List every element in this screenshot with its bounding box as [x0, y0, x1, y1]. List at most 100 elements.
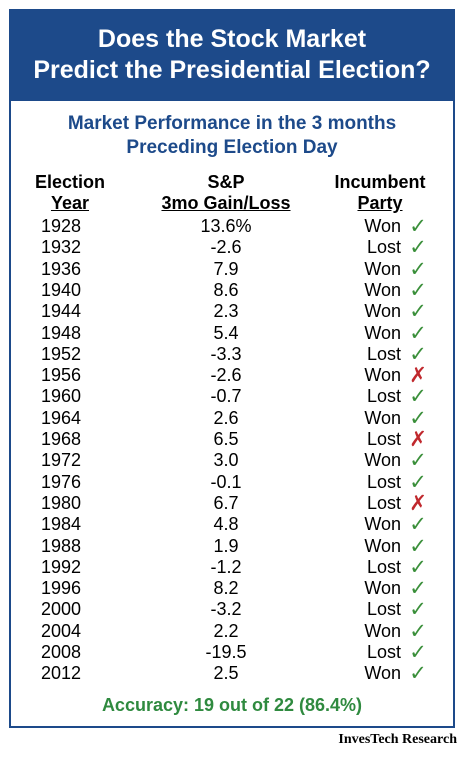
cell-election-year: 2012 [41, 663, 82, 684]
cell-incumbent-result: Won [364, 365, 401, 386]
cell-election-year: 1996 [41, 578, 82, 599]
cell-election-year: 1932 [41, 237, 82, 258]
table-row: 1988 1.9 Won ✓ [11, 536, 453, 557]
checkmark-icon: ✓ [409, 257, 427, 281]
cell-incumbent-result: Lost [366, 237, 401, 258]
cell-incumbent-result: Won [364, 620, 401, 641]
subtitle-line-1: Market Performance in the 3 months [67, 113, 397, 134]
cell-election-year: 1956 [41, 365, 82, 386]
cell-election-year: 1960 [41, 386, 82, 407]
table-row: 1980 6.7 Lost ✗ [11, 493, 453, 514]
cell-sp-change: 8.6 [213, 279, 239, 300]
table-row: 1960 -0.7 Lost ✓ [11, 386, 453, 407]
source-credit: InvesTech Research [338, 732, 457, 747]
header-year-line-1: Election [35, 172, 106, 192]
checkmark-icon: ✓ [409, 278, 427, 302]
chart-subtitle: Market Performance in the 3 months Prece… [11, 112, 453, 160]
cell-incumbent-result: Lost [366, 471, 401, 492]
header-sp-line-1: S&P [207, 172, 245, 192]
cell-incumbent-result: Lost [366, 386, 401, 407]
cell-sp-change: 6.5 [213, 429, 239, 449]
cell-incumbent-result: Won [364, 301, 401, 322]
header-party-line-2: Party [357, 193, 403, 213]
header-year-line-2: Year [50, 193, 90, 213]
checkmark-icon: ✓ [409, 513, 427, 537]
table-row: 2004 2.2 Won ✓ [11, 621, 453, 642]
cell-election-year: 2004 [41, 620, 82, 641]
checkmark-icon: ✓ [409, 321, 427, 345]
cell-sp-change: 2.2 [213, 620, 239, 641]
cell-sp-change: 2.5 [213, 663, 239, 684]
cell-sp-change: -3.2 [210, 599, 242, 620]
cell-incumbent-result: Won [364, 663, 401, 684]
table-row: 1972 3.0 Won ✓ [11, 450, 453, 471]
table-row: 1968 6.5 Lost ✗ [11, 429, 453, 450]
cell-incumbent-result: Lost [366, 343, 401, 364]
table-row: 2000 -3.2 Lost ✓ [11, 599, 453, 620]
cell-election-year: 2008 [41, 642, 82, 662]
checkmark-icon: ✓ [409, 534, 427, 558]
table-row: 2012 2.5 Won ✓ [11, 663, 453, 684]
header-party-line-1: Incumbent [334, 172, 426, 192]
checkmark-icon: ✓ [409, 449, 427, 473]
checkmark-icon: ✓ [409, 385, 427, 409]
cell-sp-change: 8.2 [213, 578, 239, 599]
header-sp-line-2: 3mo Gain/Loss [161, 193, 291, 213]
table-row: 1944 2.3 Won ✓ [11, 301, 453, 322]
cell-incumbent-result: Lost [366, 556, 401, 577]
checkmark-icon: ✓ [409, 406, 427, 430]
cell-election-year: 1928 [41, 216, 82, 236]
chart-title-line-1: Does the Stock Market [97, 25, 367, 53]
checkmark-icon: ✓ [409, 215, 427, 238]
cell-sp-change: 1.9 [213, 535, 239, 556]
checkmark-icon: ✓ [409, 577, 427, 601]
chart-frame: Does the Stock Market Predict the Presid… [9, 9, 455, 728]
cell-sp-change: 2.3 [213, 301, 239, 322]
cell-incumbent-result: Lost [366, 492, 401, 513]
cell-incumbent-result: Won [364, 279, 401, 300]
checkmark-icon: ✓ [409, 641, 427, 664]
cell-sp-change: 13.6% [200, 216, 252, 236]
cell-election-year: 1968 [41, 429, 82, 449]
cell-election-year: 1948 [41, 322, 82, 343]
cell-incumbent-result: Won [364, 322, 401, 343]
cell-sp-change: -0.1 [210, 471, 242, 492]
cell-election-year: 1972 [41, 450, 82, 471]
cell-sp-change: -0.7 [210, 386, 242, 407]
cell-incumbent-result: Won [364, 258, 401, 279]
cell-sp-change: -2.6 [210, 365, 242, 386]
cell-election-year: 1964 [41, 407, 82, 428]
column-header-year: Election Year [35, 172, 105, 214]
table-row: 1936 7.9 Won ✓ [11, 259, 453, 280]
cell-election-year: 1936 [41, 258, 82, 279]
cell-sp-change: -19.5 [205, 642, 247, 662]
cell-sp-change: -2.6 [210, 237, 242, 258]
x-mark-icon: ✗ [409, 364, 427, 388]
table-row: 1948 5.4 Won ✓ [11, 323, 453, 344]
cell-incumbent-result: Won [364, 407, 401, 428]
table-row: 1984 4.8 Won ✓ [11, 514, 453, 535]
table-row: 2008 -19.5 Lost ✓ [11, 642, 453, 663]
cell-election-year: 2000 [41, 599, 82, 620]
cell-incumbent-result: Won [364, 578, 401, 599]
checkmark-icon: ✓ [409, 555, 427, 579]
checkmark-icon: ✓ [409, 598, 427, 622]
x-mark-icon: ✗ [409, 428, 427, 451]
cell-incumbent-result: Won [364, 514, 401, 535]
chart-title-line-2: Predict the Presidential Election? [33, 56, 431, 84]
x-mark-icon: ✗ [409, 491, 427, 515]
checkmark-icon: ✓ [409, 619, 427, 643]
table-row: 1932 -2.6 Lost ✓ [11, 237, 453, 258]
checkmark-icon: ✓ [409, 342, 427, 366]
cell-election-year: 1952 [41, 343, 82, 364]
accuracy-summary: Accuracy: 19 out of 22 (86.4%) [101, 695, 363, 715]
cell-incumbent-result: Lost [366, 429, 401, 449]
checkmark-icon: ✓ [409, 236, 427, 260]
cell-sp-change: 6.7 [213, 492, 239, 513]
checkmark-icon: ✓ [409, 300, 427, 324]
subtitle-line-2: Preceding Election Day [126, 137, 338, 158]
column-header-sp: S&P 3mo Gain/Loss [151, 172, 301, 214]
cell-election-year: 1984 [41, 514, 82, 535]
table-row: 1992 -1.2 Lost ✓ [11, 557, 453, 578]
cell-election-year: 1940 [41, 279, 82, 300]
